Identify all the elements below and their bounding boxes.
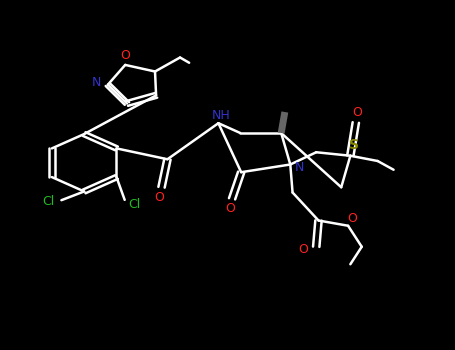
Text: O: O bbox=[347, 211, 357, 225]
Text: O: O bbox=[225, 202, 235, 215]
Text: Cl: Cl bbox=[129, 197, 141, 211]
Text: O: O bbox=[120, 49, 130, 62]
Text: Cl: Cl bbox=[43, 195, 55, 209]
Text: N: N bbox=[92, 76, 101, 90]
Text: O: O bbox=[154, 190, 164, 204]
Text: NH: NH bbox=[211, 109, 230, 122]
Text: N: N bbox=[295, 161, 304, 174]
Text: O: O bbox=[298, 243, 308, 256]
Text: O: O bbox=[352, 106, 362, 119]
Text: S: S bbox=[349, 138, 359, 152]
